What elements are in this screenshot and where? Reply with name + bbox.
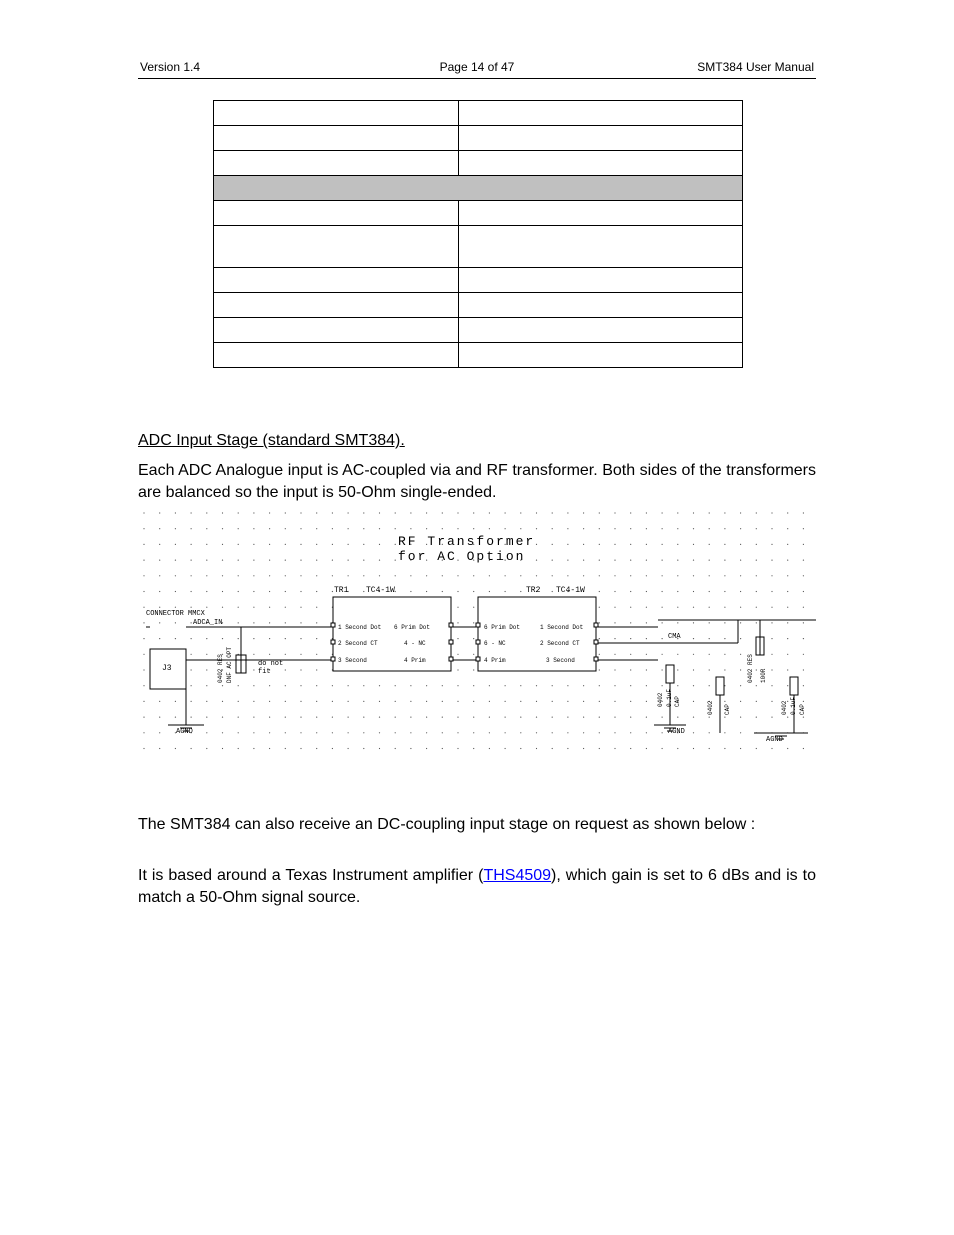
table-row — [214, 201, 743, 226]
paragraph-3: It is based around a Texas Instrument am… — [138, 865, 816, 908]
svg-text:TR1: TR1 — [334, 586, 349, 595]
svg-text:0402: 0402 — [781, 700, 788, 715]
table-cell — [214, 268, 459, 293]
table-cell — [458, 101, 742, 126]
table-cell — [214, 151, 459, 176]
svg-text:6 Prim Dot: 6 Prim Dot — [394, 624, 430, 631]
svg-text:AGND: AGND — [668, 728, 685, 736]
svg-text:AGND: AGND — [176, 728, 193, 736]
header-rule — [138, 78, 816, 79]
svg-text:TC4-1W: TC4-1W — [366, 586, 395, 595]
paragraph-2: The SMT384 can also receive an DC-coupli… — [138, 814, 816, 836]
svg-text:6 Prim Dot: 6 Prim Dot — [484, 624, 520, 631]
svg-text:2 Second CT: 2 Second CT — [540, 640, 580, 647]
paragraph-3-a: It is based around a Texas Instrument am… — [138, 867, 483, 884]
table-row — [214, 151, 743, 176]
svg-text:0.1uF: 0.1uF — [790, 697, 797, 715]
svg-text:4 Prim: 4 Prim — [404, 657, 426, 664]
table-cell — [214, 343, 459, 368]
table-row — [214, 176, 743, 201]
svg-text:0402 RES: 0402 RES — [217, 654, 224, 683]
table-cell — [214, 176, 743, 201]
svg-text:3 Second: 3 Second — [338, 657, 367, 664]
table-cell — [458, 318, 742, 343]
svg-text:DNF AC OPT: DNF AC OPT — [226, 647, 233, 683]
svg-text:1 Second Dot: 1 Second Dot — [540, 624, 583, 631]
svg-text:100R: 100R — [760, 668, 767, 683]
table-cell — [214, 201, 459, 226]
svg-text:0.1uF: 0.1uF — [666, 689, 673, 707]
svg-text:CMA: CMA — [668, 633, 681, 641]
svg-text:do not: do not — [258, 660, 283, 668]
table-cell — [214, 293, 459, 318]
table-cell — [458, 201, 742, 226]
svg-text:fit: fit — [258, 668, 271, 676]
svg-text:CAP: CAP — [724, 704, 731, 715]
svg-text:0402: 0402 — [707, 700, 714, 715]
svg-text:1 Second Dot: 1 Second Dot — [338, 624, 381, 631]
table-cell — [214, 101, 459, 126]
svg-text:CAP: CAP — [674, 696, 681, 707]
table-cell — [214, 226, 459, 268]
table-row — [214, 101, 743, 126]
table-cell — [458, 268, 742, 293]
svg-text:6 - NC: 6 - NC — [484, 640, 506, 647]
table-row — [214, 126, 743, 151]
svg-text:0402 RES: 0402 RES — [747, 654, 754, 683]
table-cell — [458, 126, 742, 151]
table-row — [214, 343, 743, 368]
svg-text:0402: 0402 — [657, 692, 664, 707]
svg-text:CAP: CAP — [799, 704, 806, 715]
page: Version 1.4 Page 14 of 47 SMT384 User Ma… — [0, 0, 954, 1235]
table-row — [214, 226, 743, 268]
svg-text:4 - NC: 4 - NC — [404, 640, 426, 647]
svg-text:CONNECTOR MMCX: CONNECTOR MMCX — [146, 610, 206, 618]
ths4509-link[interactable]: THS4509 — [483, 867, 551, 884]
svg-text:ADCA_IN: ADCA_IN — [193, 619, 222, 627]
table-cell — [458, 226, 742, 268]
svg-text:RF Transformer: RF Transformer — [398, 534, 535, 549]
section-heading: ADC Input Stage (standard SMT384). — [138, 432, 405, 450]
spec-table — [213, 100, 743, 368]
svg-text:3 Second: 3 Second — [546, 657, 575, 664]
table-row — [214, 268, 743, 293]
schematic-diagram: RF Transformerfor AC Option TR1 TC4-1W TR2 T… — [138, 507, 816, 763]
svg-text:for AC Option: for AC Option — [398, 549, 525, 564]
svg-text:4 Prim: 4 Prim — [484, 657, 506, 664]
svg-text:J3: J3 — [162, 664, 172, 673]
table-cell — [214, 318, 459, 343]
table-cell — [214, 126, 459, 151]
table-row — [214, 318, 743, 343]
table-row — [214, 293, 743, 318]
svg-text:AGND: AGND — [766, 736, 783, 744]
table-cell — [458, 343, 742, 368]
svg-text:2 Second CT: 2 Second CT — [338, 640, 378, 647]
svg-text:TC4-1W: TC4-1W — [556, 586, 585, 595]
paragraph-1: Each ADC Analogue input is AC-coupled vi… — [138, 460, 816, 503]
table-cell — [458, 151, 742, 176]
svg-text:TR2: TR2 — [526, 586, 541, 595]
table-cell — [458, 293, 742, 318]
